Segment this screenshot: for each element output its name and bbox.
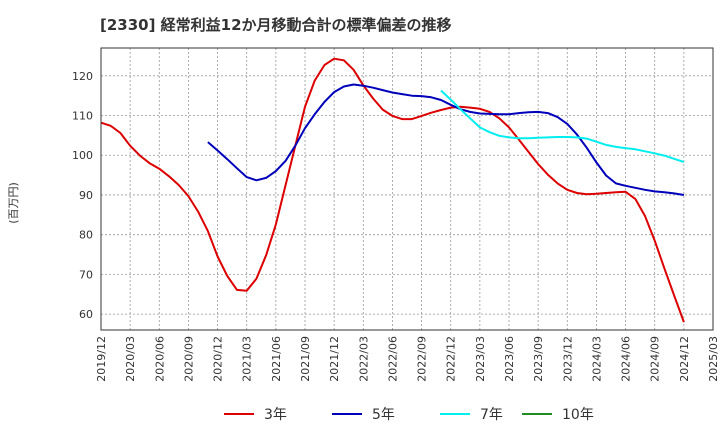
x-tick-label: 2025/03: [707, 336, 720, 382]
x-tick-label: 2020/09: [182, 336, 195, 382]
x-tick-label: 2024/12: [678, 336, 691, 382]
y-tick-label: 100: [72, 149, 93, 162]
x-tick-label: 2022/12: [445, 336, 458, 382]
chart-title: [2330] 経常利益12か月移動合計の標準偏差の推移: [100, 16, 452, 34]
y-tick-labels: 60 70 80 90 100 110 120: [72, 70, 93, 321]
plot-frame: [100, 47, 714, 331]
x-tick-label: 2019/12: [95, 336, 108, 382]
x-tick-label: 2020/12: [212, 336, 225, 382]
x-tick-label: 2020/06: [153, 336, 166, 382]
legend-label-1: 5年: [372, 407, 395, 423]
x-tick-label: 2022/09: [416, 336, 429, 382]
series-line-2: [440, 89, 685, 163]
x-tick-label: 2023/09: [532, 336, 545, 382]
y-tick-label: 90: [79, 189, 93, 202]
x-tick-label: 2020/03: [124, 336, 137, 382]
y-axis-label: (百万円): [7, 182, 20, 224]
x-tick-labels: 2019/12 2020/03 2020/06 2020/09 2020/12 2021/…: [95, 336, 720, 382]
grid: [100, 48, 714, 330]
x-tick-label: 2021/06: [270, 336, 283, 382]
x-tick-label: 2024/06: [620, 336, 633, 382]
x-tick-label: 2021/09: [299, 336, 312, 382]
x-tick-label: 2021/03: [241, 336, 254, 382]
x-tick-label: 2023/12: [561, 336, 574, 382]
legend: 3年 5年 7年 10年: [224, 407, 594, 423]
x-tick-label: 2022/06: [386, 336, 399, 382]
legend-label-2: 7年: [480, 407, 503, 423]
legend-label-3: 10年: [562, 407, 594, 423]
x-tick-label: 2024/03: [590, 336, 603, 382]
series-line-0: [100, 57, 685, 323]
x-tick-label: 2021/12: [328, 336, 341, 382]
series-line-1: [207, 83, 685, 196]
y-tick-label: 80: [79, 229, 93, 242]
y-tick-label: 60: [79, 308, 93, 321]
x-tick-label: 2023/03: [474, 336, 487, 382]
x-tick-label: 2023/06: [503, 336, 516, 382]
y-tick-label: 120: [72, 70, 93, 83]
legend-label-0: 3年: [264, 407, 287, 423]
x-tick-label: 2024/09: [649, 336, 662, 382]
series-group: [100, 57, 685, 323]
y-tick-label: 70: [79, 268, 93, 281]
y-tick-label: 110: [72, 110, 93, 123]
x-tick-label: 2022/03: [357, 336, 370, 382]
